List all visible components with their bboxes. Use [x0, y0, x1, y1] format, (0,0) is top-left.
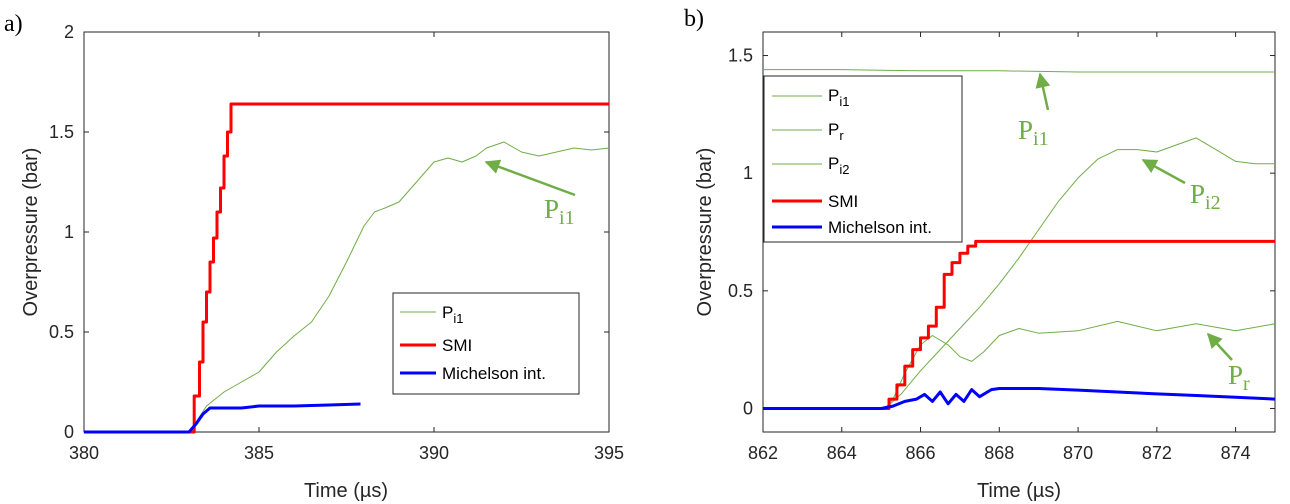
y-tick-label: 2: [64, 22, 74, 42]
y-tick-label: 1: [64, 222, 74, 242]
y-tick-label: 0.5: [728, 281, 753, 301]
x-tick-label: 868: [984, 443, 1014, 463]
legend-a: Pi1 SMI Michelson int.: [392, 292, 580, 395]
legend-entry-pr-b: Pr: [828, 120, 844, 143]
series-line-p-i1: [763, 69, 1275, 73]
x-axis-label-b: Time (µs): [977, 480, 1061, 502]
series-line-smi: [84, 102, 609, 434]
panel-label-a: a): [4, 11, 23, 37]
y-axis-label-b: Overpressure (bar): [694, 148, 716, 317]
y-axis-label-a: Overpressure (bar): [20, 148, 42, 317]
legend-entry-michelson-b: Michelson int.: [828, 218, 932, 237]
series-line-p-i2: [763, 137, 1275, 409]
legend-box-b: [763, 75, 963, 243]
x-ticks-b: 862 864 866 868 870 872 874: [748, 32, 1251, 463]
y-tick-label: 0: [743, 398, 753, 418]
y-ticks-b: 0 0.5 1 1.5: [728, 46, 1275, 418]
legend-entry-pi1-a: Pi1: [442, 303, 463, 326]
panel-a: a) 380 385 390 395 0 0.5 1 1.5 2 Time (µs) Over…: [4, 11, 624, 502]
series-line-michelson-int: [84, 402, 361, 434]
x-tick-label: 385: [244, 443, 274, 463]
plot-frame-b: [762, 31, 1276, 433]
legend-entry-michelson-a: Michelson int.: [442, 364, 546, 383]
x-tick-label: 862: [748, 443, 778, 463]
annotation-arrow-pi1-b: [1035, 72, 1051, 111]
legend-entry-pi2-b: Pi2: [828, 154, 849, 177]
legend-entry-pi1-b: Pi1: [828, 86, 849, 109]
series-line-p-i1: [84, 141, 610, 433]
y-tick-label: 0.5: [49, 322, 74, 342]
series-b: [763, 69, 1276, 410]
x-tick-label: 870: [1063, 443, 1093, 463]
annotation-pr-b: Pr: [1228, 360, 1250, 395]
x-axis-label-a: Time (µs): [304, 480, 388, 502]
x-tick-label: 866: [906, 443, 936, 463]
panel-label-b: b): [684, 6, 704, 32]
x-ticks-a: 380 385 390 395: [69, 32, 624, 463]
series-line-smi: [763, 239, 1275, 410]
legend-entry-smi-b: SMI: [828, 192, 858, 211]
legend-b: Pi1 Pr Pi2 SMI Michelson int.: [763, 75, 963, 243]
y-tick-label: 1: [743, 163, 753, 183]
x-tick-label: 864: [827, 443, 857, 463]
annotation-pi1-b: Pi1: [1018, 115, 1049, 150]
series-line-michelson-int: [763, 387, 1276, 410]
legend-entry-smi-a: SMI: [442, 336, 472, 355]
y-ticks-a: 0 0.5 1 1.5 2: [49, 22, 609, 442]
annotation-pi2-b: Pi2: [1190, 179, 1221, 214]
y-tick-label: 1.5: [49, 122, 74, 142]
y-tick-label: 1.5: [728, 46, 753, 66]
annotation-arrow-pi1-a: [484, 159, 576, 197]
x-tick-label: 380: [69, 443, 99, 463]
x-tick-label: 874: [1221, 443, 1251, 463]
annotation-arrow-pr-b: [1206, 332, 1233, 361]
annotation-arrow-pi2-b: [1141, 158, 1186, 185]
series-a: [84, 102, 610, 434]
x-tick-label: 390: [419, 443, 449, 463]
y-tick-label: 0: [64, 422, 74, 442]
x-tick-label: 395: [594, 443, 624, 463]
x-tick-label: 872: [1142, 443, 1172, 463]
annotation-pi1-a: Pi1: [544, 194, 575, 229]
panel-b: b) 862 864 866 868 870 872 874 0 0.5 1 1.5 Time (…: [684, 6, 1276, 502]
